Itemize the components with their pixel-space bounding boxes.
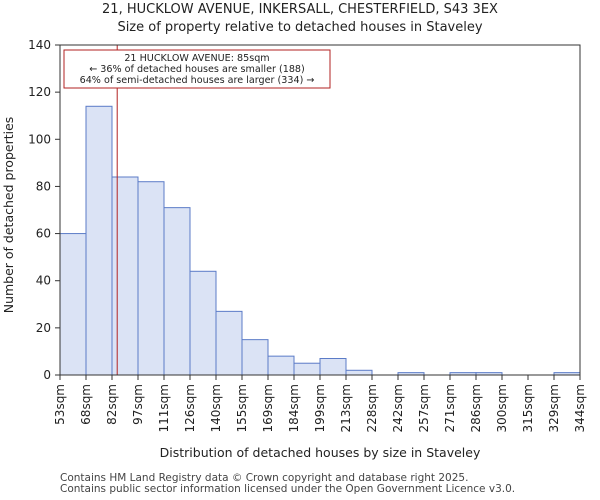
chart-title: 21, HUCKLOW AVENUE, INKERSALL, CHESTERFI… bbox=[102, 2, 498, 17]
bar-184sqm bbox=[293, 362, 321, 376]
y-axis-label: Number of detached properties bbox=[1, 117, 16, 314]
x-axis-label: Distribution of detached houses by size … bbox=[160, 445, 481, 460]
x-tick-label: 140sqm bbox=[209, 384, 223, 432]
bar-199sqm bbox=[319, 358, 347, 376]
y-tick-label: 80 bbox=[36, 179, 51, 193]
x-tick-label: 199sqm bbox=[313, 384, 327, 432]
bar-140sqm bbox=[215, 310, 243, 376]
x-tick-label: 169sqm bbox=[261, 384, 275, 432]
x-tick-label: 228sqm bbox=[365, 384, 379, 432]
bar-126sqm bbox=[189, 270, 217, 376]
bar-53sqm bbox=[59, 233, 87, 376]
chart-subtitle: Size of property relative to detached ho… bbox=[117, 20, 482, 35]
x-tick-label: 68sqm bbox=[79, 384, 93, 425]
x-tick-label: 155sqm bbox=[235, 384, 249, 432]
x-tick-label: 300sqm bbox=[495, 384, 509, 432]
bar-155sqm bbox=[241, 339, 269, 376]
footer-line2: Contains public sector information licen… bbox=[60, 483, 516, 495]
y-tick-label: 0 bbox=[43, 368, 51, 382]
bar-213sqm bbox=[345, 369, 373, 376]
x-tick-label: 344sqm bbox=[573, 384, 587, 432]
y-axis-ticks: 0 20 40 60 80 100 120 140 bbox=[28, 38, 60, 382]
x-tick-label: 257sqm bbox=[417, 384, 431, 432]
x-tick-label: 329sqm bbox=[547, 384, 561, 432]
x-tick-label: 242sqm bbox=[391, 384, 405, 432]
x-tick-label: 213sqm bbox=[339, 384, 353, 432]
y-tick-label: 140 bbox=[28, 38, 51, 52]
y-tick-label: 60 bbox=[36, 227, 51, 241]
y-tick-label: 100 bbox=[28, 132, 51, 146]
plot-frame bbox=[59, 44, 581, 376]
y-tick-label: 120 bbox=[28, 85, 51, 99]
x-tick-label: 82sqm bbox=[105, 384, 119, 425]
bar-68sqm bbox=[85, 105, 113, 376]
x-tick-label: 97sqm bbox=[131, 384, 145, 425]
bars-group bbox=[59, 105, 581, 376]
x-tick-label: 111sqm bbox=[157, 384, 171, 432]
annotation-box: 21 HUCKLOW AVENUE: 85sqm ← 36% of detach… bbox=[63, 49, 331, 89]
x-tick-label: 315sqm bbox=[521, 384, 535, 432]
bar-111sqm bbox=[163, 207, 191, 376]
footer-line1: Contains HM Land Registry data © Crown c… bbox=[60, 472, 469, 484]
y-tick-label: 20 bbox=[36, 321, 51, 335]
bar-82sqm bbox=[111, 176, 139, 376]
annotation-line1: 21 HUCKLOW AVENUE: 85sqm bbox=[124, 53, 269, 64]
x-axis-ticks: 53sqm 68sqm 82sqm 97sqm 111sqm 126sqm 140sqm 15… bbox=[53, 375, 587, 432]
bar-169sqm bbox=[267, 355, 295, 376]
y-tick-label: 40 bbox=[36, 274, 51, 288]
x-tick-label: 184sqm bbox=[287, 384, 301, 432]
x-tick-label: 126sqm bbox=[183, 384, 197, 432]
x-tick-label: 271sqm bbox=[443, 384, 457, 432]
bar-97sqm bbox=[137, 181, 165, 376]
annotation-line3: 64% of semi-detached houses are larger (… bbox=[80, 75, 315, 86]
x-tick-label: 286sqm bbox=[469, 384, 483, 432]
annotation-line2: ← 36% of detached houses are smaller (18… bbox=[89, 64, 305, 75]
x-tick-label: 53sqm bbox=[53, 384, 67, 425]
